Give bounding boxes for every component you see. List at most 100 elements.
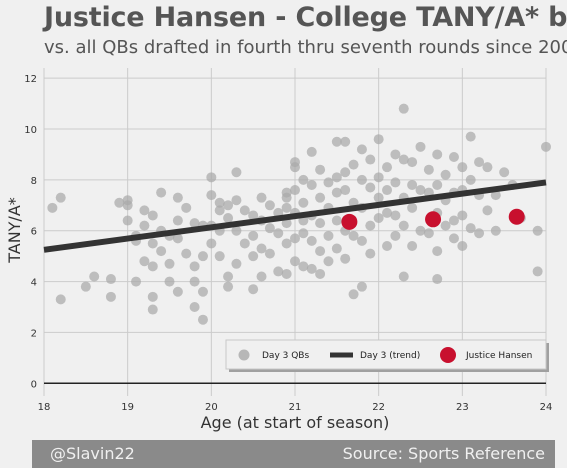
day3-point (441, 221, 451, 231)
day3-point (148, 238, 158, 248)
day3-point (165, 259, 175, 269)
day3-point (474, 157, 484, 167)
day3-point (282, 203, 292, 213)
day3-point (357, 144, 367, 154)
x-tick-label: 22 (372, 402, 385, 413)
day3-point (56, 193, 66, 203)
day3-point (315, 269, 325, 279)
day3-point (156, 246, 166, 256)
day3-point (81, 282, 91, 292)
day3-point (257, 244, 267, 254)
day3-point (298, 175, 308, 185)
footer-handle: @Slavin22 (50, 444, 135, 463)
day3-point (190, 302, 200, 312)
legend: Day 3 QBs Day 3 (trend) Justice Hansen (226, 340, 549, 372)
day3-point (432, 180, 442, 190)
day3-point (390, 177, 400, 187)
day3-point (315, 218, 325, 228)
day3-point (257, 193, 267, 203)
day3-point (390, 210, 400, 220)
x-tick-label: 19 (121, 402, 134, 413)
day3-point (282, 238, 292, 248)
day3-point (282, 269, 292, 279)
day3-point (223, 282, 233, 292)
day3-point (248, 251, 258, 261)
day3-point (315, 193, 325, 203)
day3-point (198, 251, 208, 261)
day3-point (215, 251, 225, 261)
day3-point (131, 277, 141, 287)
legend-label-trend: Day 3 (trend) (360, 351, 420, 361)
footer-source: Source: Sports Reference (343, 444, 545, 463)
day3-point (390, 149, 400, 159)
y-axis-label: TANY/A* (5, 197, 24, 264)
day3-point (190, 261, 200, 271)
day3-point (365, 249, 375, 259)
x-tick-label: 20 (205, 402, 218, 413)
day3-point (533, 226, 543, 236)
day3-point (474, 228, 484, 238)
day3-point (106, 274, 116, 284)
day3-point (265, 249, 275, 259)
day3-point (307, 264, 317, 274)
day3-point (307, 180, 317, 190)
day3-point (106, 292, 116, 302)
day3-point (466, 223, 476, 233)
day3-point (349, 160, 359, 170)
day3-point (206, 172, 216, 182)
day3-point (491, 226, 501, 236)
x-tick-label: 23 (456, 402, 469, 413)
x-tick-label: 21 (289, 402, 302, 413)
day3-point (449, 216, 459, 226)
day3-point (365, 155, 375, 165)
day3-point (181, 203, 191, 213)
day3-point (357, 175, 367, 185)
day3-point (290, 162, 300, 172)
day3-point (139, 256, 149, 266)
day3-point (340, 254, 350, 264)
x-tick-label: 18 (38, 402, 51, 413)
legend-label-day3: Day 3 QBs (262, 351, 309, 361)
day3-point (173, 193, 183, 203)
day3-point (223, 271, 233, 281)
legend-label-hansen: Justice Hansen (465, 351, 532, 361)
day3-point (374, 134, 384, 144)
y-tick-label: 4 (31, 278, 37, 289)
day3-point (365, 221, 375, 231)
day3-point (206, 190, 216, 200)
day3-point (231, 195, 241, 205)
legend-marker-day3 (239, 350, 250, 361)
day3-point (374, 193, 384, 203)
day3-point (198, 287, 208, 297)
day3-point (123, 216, 133, 226)
day3-point (265, 200, 275, 210)
day3-point (407, 241, 417, 251)
day3-point (223, 200, 233, 210)
y-tick-label: 0 (31, 379, 37, 390)
day3-point (148, 261, 158, 271)
day3-point (499, 167, 509, 177)
day3-point (432, 246, 442, 256)
x-tick-label: 24 (540, 402, 553, 413)
day3-point (265, 223, 275, 233)
day3-point (416, 142, 426, 152)
day3-point (123, 200, 133, 210)
day3-point (315, 246, 325, 256)
chart-title: Justice Hansen - College TANY/A* by Age (44, 2, 567, 33)
day3-point (382, 241, 392, 251)
day3-point (449, 152, 459, 162)
footer-bar: @Slavin22 Source: Sports Reference (32, 440, 555, 468)
day3-point (390, 231, 400, 241)
day3-point (432, 149, 442, 159)
day3-point (47, 203, 57, 213)
day3-point (206, 238, 216, 248)
legend-marker-hansen (440, 347, 456, 363)
day3-point (298, 198, 308, 208)
day3-point (432, 274, 442, 284)
day3-point (139, 221, 149, 231)
day3-point (307, 236, 317, 246)
day3-point (332, 216, 342, 226)
day3-point (290, 256, 300, 266)
y-tick-label: 2 (31, 328, 37, 339)
day3-point (457, 162, 467, 172)
